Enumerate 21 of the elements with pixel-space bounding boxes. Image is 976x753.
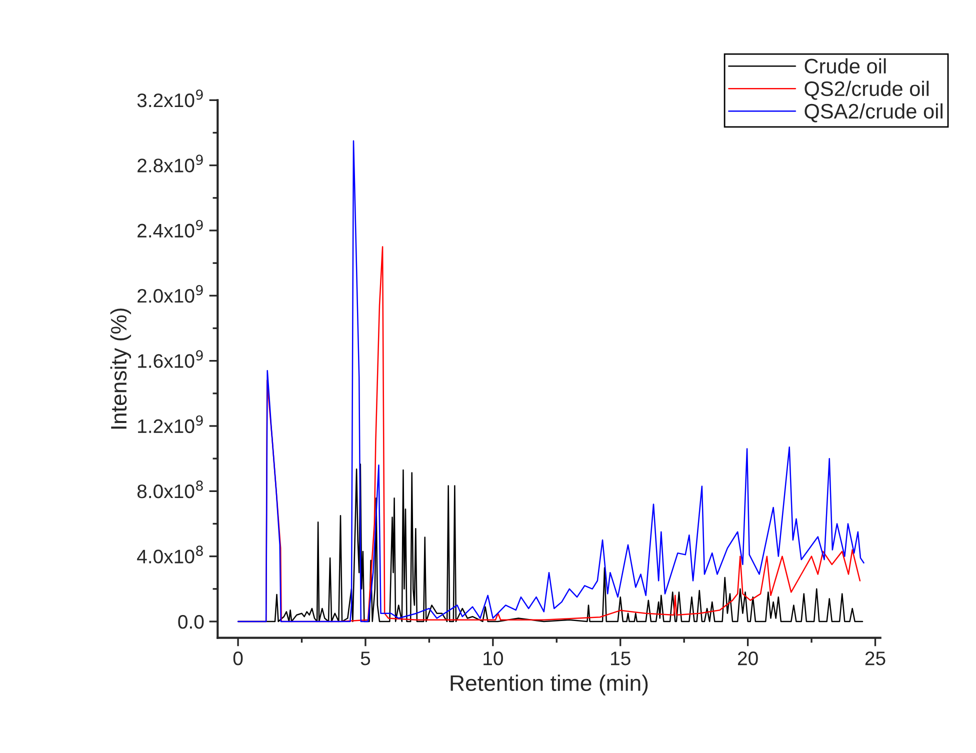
y-tick-label: 3.2x10$^{9}$ (137, 90, 203, 108)
x-tick-label: 5 (360, 652, 370, 666)
x-tick-label: 20 (738, 652, 758, 666)
x-tick-label: 0 (233, 652, 243, 666)
y-tick-label: 2.0x10$^{9}$ (138, 285, 203, 303)
x-tick-label: 25 (865, 652, 886, 666)
x-axis-title: Retention time (min) (450, 674, 648, 696)
y-tick-label: 2.8x10$^{9}$ (138, 154, 203, 172)
y-tick-label: 2.4x10$^{9}$ (138, 220, 203, 238)
x-tick-label: 15 (611, 652, 630, 666)
legend-label: QSA2/crude oil (804, 103, 942, 122)
line-series (237, 140, 864, 622)
y-tick-label: 1.6x10$^{9}$ (138, 350, 203, 368)
x-tick-label: 10 (484, 652, 503, 666)
y-tick-label: 4.0x10$^{8}$ (137, 546, 203, 564)
y-tick-label: 0.0 (178, 614, 204, 629)
y-tick-label: 8.0x10$^{8}$ (137, 480, 203, 498)
y-tick-label: 1.2x10$^{9}$ (138, 415, 203, 434)
legend-label: Crude oil (804, 58, 886, 74)
y-axis-title: Intensity (%) (110, 308, 132, 429)
legend-label: QS2/crude oil (804, 80, 929, 100)
